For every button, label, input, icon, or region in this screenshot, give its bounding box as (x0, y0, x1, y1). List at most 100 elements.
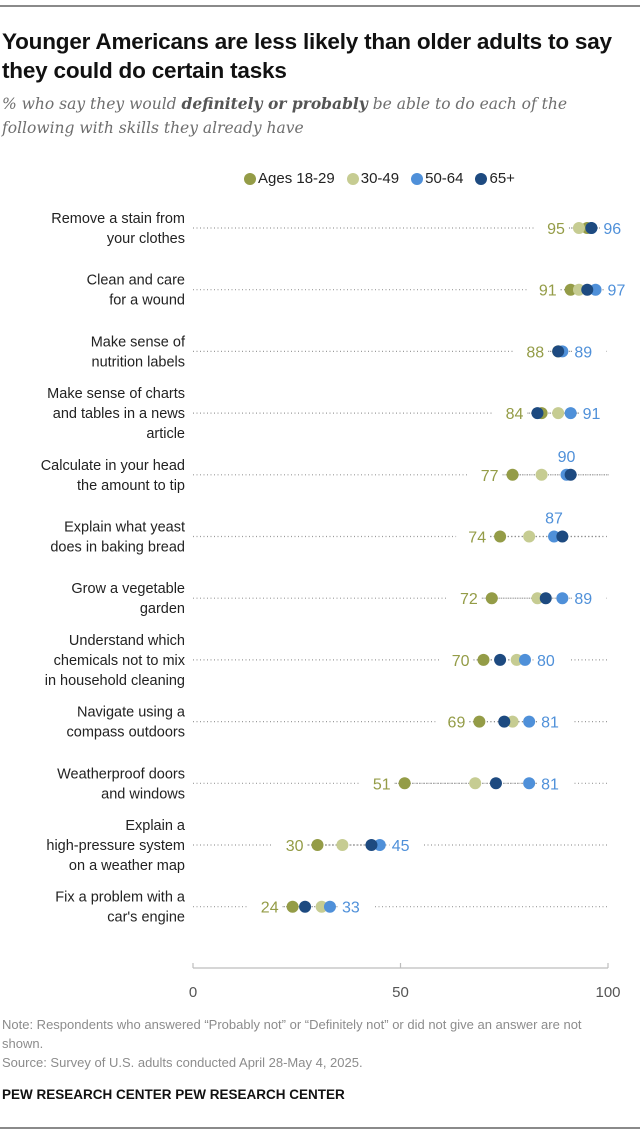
max-label-bg (572, 589, 607, 608)
min-value-label: 74 (468, 530, 486, 547)
legend: Ages 18-29 30-49 50-64 65+ (244, 170, 515, 187)
max-label-bg (389, 836, 424, 854)
legend-label: 30-49 (360, 170, 400, 187)
category-label: compass outdoors (67, 725, 185, 741)
dot-30-49 (531, 592, 544, 605)
max-label-bg (601, 219, 636, 237)
dot-ages-18-29 (398, 777, 411, 790)
min-value-label: 72 (460, 591, 478, 608)
dot-65- (539, 592, 552, 605)
x-tick-label: 100 (595, 984, 620, 1001)
dot-65- (581, 283, 594, 296)
min-label-bg (456, 527, 491, 546)
dot-30-49 (523, 530, 536, 543)
dot-65- (494, 653, 507, 666)
dot-50-64 (323, 900, 336, 913)
category-label: Explain a (125, 818, 186, 834)
min-label-bg (248, 897, 283, 916)
category-label: Understand which (69, 633, 185, 649)
category-label: high-pressure system (46, 838, 185, 854)
min-label-bg (468, 465, 503, 484)
dot-30-49 (469, 777, 482, 790)
min-value-label: 88 (526, 344, 544, 361)
chart-title: Younger Americans are less likely than o… (2, 29, 612, 83)
min-value-label: 70 (452, 653, 470, 670)
category-label: nutrition labels (92, 354, 186, 370)
dot-ages-18-29 (485, 592, 498, 605)
category-label: garden (140, 601, 185, 617)
max-label-bg (605, 280, 640, 299)
category-label: the amount to tip (77, 478, 185, 494)
max-label-bg (535, 650, 569, 669)
dot-ages-18-29 (311, 839, 324, 851)
note-text: Note: Respondents who answered “Probably… (2, 1017, 582, 1051)
category-label: article (146, 426, 185, 442)
top-rule (0, 5, 640, 7)
bottom-rule (0, 1127, 640, 1129)
max-value-label: 97 (608, 283, 626, 300)
max-value-label: 90 (558, 449, 576, 466)
category-label: Make sense of (91, 334, 186, 350)
legend-label: 65+ (489, 170, 515, 187)
min-value-label: 69 (448, 715, 466, 732)
category-label: Weatherproof doors (57, 766, 185, 782)
category-label: in household cleaning (45, 673, 185, 689)
dot-65- (365, 839, 378, 851)
dot-ages-18-29 (473, 715, 486, 728)
dot-50-64 (373, 839, 386, 851)
max-value-label: 81 (541, 776, 559, 793)
min-label-bg (447, 589, 482, 608)
min-label-bg (514, 342, 549, 361)
max-value-label: 87 (545, 511, 563, 528)
dot-65- (531, 407, 544, 420)
min-label-bg (493, 404, 528, 423)
dot-30-49 (506, 715, 519, 728)
subtitle-post: be able to do each of the following with… (2, 95, 568, 137)
dot-50-64 (523, 777, 536, 790)
dot-30-49 (572, 222, 585, 234)
dot-65- (585, 222, 598, 234)
max-label-bg (339, 897, 374, 916)
category-label: your clothes (107, 231, 185, 247)
min-value-label: 30 (286, 838, 304, 855)
max-value-label: 80 (537, 653, 555, 670)
legend-item-18-29: Ages 18-29 (244, 170, 335, 187)
min-label-bg (360, 774, 395, 793)
category-label: Navigate using a (77, 705, 186, 721)
category-label: Make sense of charts (47, 386, 185, 402)
legend-item-65plus: 65+ (475, 170, 515, 187)
max-value-label: 33 (342, 900, 360, 917)
max-label-bg (539, 774, 574, 793)
category-label: and windows (101, 786, 185, 802)
category-label: and tables in a news (53, 406, 185, 422)
dot-30-49 (510, 653, 523, 666)
legend-swatch (244, 172, 256, 185)
dot-65- (564, 468, 577, 481)
min-value-label: 91 (539, 283, 557, 300)
subtitle-bold: definitely or probably (181, 94, 368, 113)
dot-50-64 (523, 715, 536, 728)
min-label-bg (435, 712, 470, 731)
dot-ages-18-29 (506, 468, 519, 481)
dot-65- (498, 715, 511, 728)
dot-30-49 (572, 283, 585, 296)
dot-65- (299, 900, 312, 913)
dot-plot: Remove a stain from your clothes 95 96 Clean… (40, 211, 640, 1001)
legend-swatch (475, 172, 488, 185)
dot-50-64 (589, 283, 602, 296)
legend-label: Ages 18-29 (258, 170, 335, 187)
dot-65- (552, 345, 565, 358)
category-label: does in baking bread (50, 540, 185, 556)
dot-30-49 (552, 407, 565, 420)
dot-ages-18-29 (564, 283, 577, 296)
min-value-label: 95 (547, 221, 565, 238)
max-value-label: 96 (603, 221, 621, 238)
dot-50-64 (556, 592, 569, 605)
dot-ages-18-29 (477, 653, 490, 666)
x-tick-label: 50 (392, 984, 409, 1001)
dot-50-64 (548, 530, 561, 543)
min-label-bg (439, 650, 474, 669)
min-value-label: 84 (506, 406, 524, 423)
legend-label: 50-64 (425, 170, 464, 187)
chart-subtitle: % who say they would definitely or proba… (2, 92, 638, 140)
